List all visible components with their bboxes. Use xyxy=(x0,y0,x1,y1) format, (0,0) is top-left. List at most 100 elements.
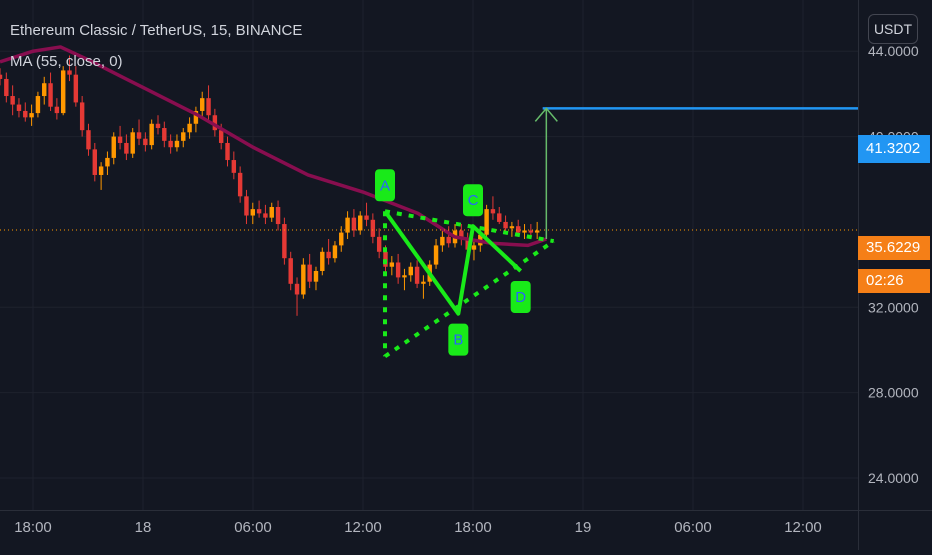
candle-body xyxy=(256,209,262,214)
pattern-point-a-badge xyxy=(375,169,395,202)
candle-body xyxy=(320,251,325,272)
candle-body xyxy=(23,110,28,118)
candle-body xyxy=(60,70,66,114)
candle-body xyxy=(446,236,451,244)
candle-body xyxy=(332,245,338,259)
candle-body xyxy=(124,142,129,154)
pattern-upper-line xyxy=(384,209,555,244)
y-tick-label: 32.0000 xyxy=(868,299,919,315)
candle-body xyxy=(433,245,439,265)
candle-body xyxy=(414,266,420,284)
candle-body xyxy=(174,140,180,148)
candle-body xyxy=(522,230,527,233)
y-tick-label: 28.0000 xyxy=(868,385,919,401)
candle-body xyxy=(42,83,47,97)
candle-body xyxy=(231,160,237,173)
candle-body xyxy=(29,113,34,118)
x-tick-label: 18 xyxy=(135,519,152,536)
pattern-point-c-badge xyxy=(463,184,483,217)
pattern-point-c-label: C xyxy=(468,192,479,209)
candle-body xyxy=(206,98,211,116)
candle-body xyxy=(440,236,445,246)
candle-body xyxy=(187,123,192,133)
candle-body xyxy=(225,142,230,161)
candle-body xyxy=(162,128,167,141)
candle-body xyxy=(105,157,110,167)
candle-body xyxy=(67,70,72,75)
candle-body xyxy=(111,136,116,158)
candle-body xyxy=(275,206,281,225)
candle-body xyxy=(307,264,312,282)
x-tick-label: 18:00 xyxy=(14,519,52,536)
target-price-badge: 41.3202 xyxy=(858,135,930,163)
abcd-pattern-line xyxy=(383,210,523,316)
candle-body xyxy=(465,238,470,250)
candle-body xyxy=(301,264,306,295)
candle-body xyxy=(86,130,91,150)
pattern-point-d-label: D xyxy=(515,289,526,306)
candle-body xyxy=(345,217,350,233)
candle-body xyxy=(79,102,85,131)
ma-line xyxy=(0,45,547,248)
candle-body xyxy=(376,236,382,252)
candle-body xyxy=(54,106,60,114)
candle-body xyxy=(98,166,104,175)
candle-body xyxy=(250,209,255,216)
candle-body xyxy=(528,230,534,233)
candle-body xyxy=(534,230,540,233)
pattern-point-b-badge xyxy=(448,323,469,356)
candle-body xyxy=(10,96,15,105)
candle-body xyxy=(326,251,331,259)
pattern-point-a-label: A xyxy=(380,177,390,194)
candle-body xyxy=(73,74,79,103)
candle-body xyxy=(509,226,515,229)
candle-body xyxy=(288,258,293,284)
candle-body xyxy=(471,245,477,250)
pattern-point-d-badge xyxy=(510,281,531,314)
candle-body xyxy=(149,123,154,146)
candle-body xyxy=(269,206,274,218)
candle-body xyxy=(370,219,376,237)
y-tick-label: 44.0000 xyxy=(868,43,919,59)
symbol-legend: Ethereum Classic / TetherUS, 15, BINANCE xyxy=(10,22,303,39)
candle-body xyxy=(402,275,407,278)
candle-body xyxy=(421,281,426,284)
candle-body xyxy=(339,232,344,246)
candle-body xyxy=(212,115,218,131)
candle-body xyxy=(16,104,22,111)
x-tick-label: 12:00 xyxy=(344,519,382,536)
candle-body xyxy=(136,132,142,139)
candle-body xyxy=(244,196,249,216)
candle-body xyxy=(92,149,98,175)
candle-body xyxy=(351,217,357,231)
candle-body xyxy=(193,110,199,124)
x-tick-label: 18:00 xyxy=(454,519,492,536)
x-tick-label: 06:00 xyxy=(674,519,712,536)
indicator-legend: MA (55, close, 0) xyxy=(10,53,123,70)
x-tick-label: 06:00 xyxy=(234,519,272,536)
candle-body xyxy=(155,123,161,129)
candle-body xyxy=(389,262,395,267)
candle-body xyxy=(490,209,496,214)
candle-body xyxy=(364,215,369,220)
candle-body xyxy=(130,132,135,154)
candle-body xyxy=(117,136,123,143)
candle-body xyxy=(395,262,401,278)
candle-body xyxy=(200,98,205,111)
candle-body xyxy=(263,213,268,218)
candle-body xyxy=(282,224,287,259)
candle-body xyxy=(4,78,9,97)
candle-body xyxy=(237,172,243,197)
candle-body xyxy=(48,83,53,107)
candle-body xyxy=(0,74,3,79)
candle-body xyxy=(358,215,363,231)
x-tick-label: 19 xyxy=(575,519,592,536)
candle-body xyxy=(408,266,413,276)
currency-button[interactable]: USDT xyxy=(868,14,918,44)
candle-body xyxy=(218,130,224,143)
candle-body xyxy=(168,140,173,148)
pattern-lower-line xyxy=(383,239,555,359)
candle-body xyxy=(313,271,319,282)
